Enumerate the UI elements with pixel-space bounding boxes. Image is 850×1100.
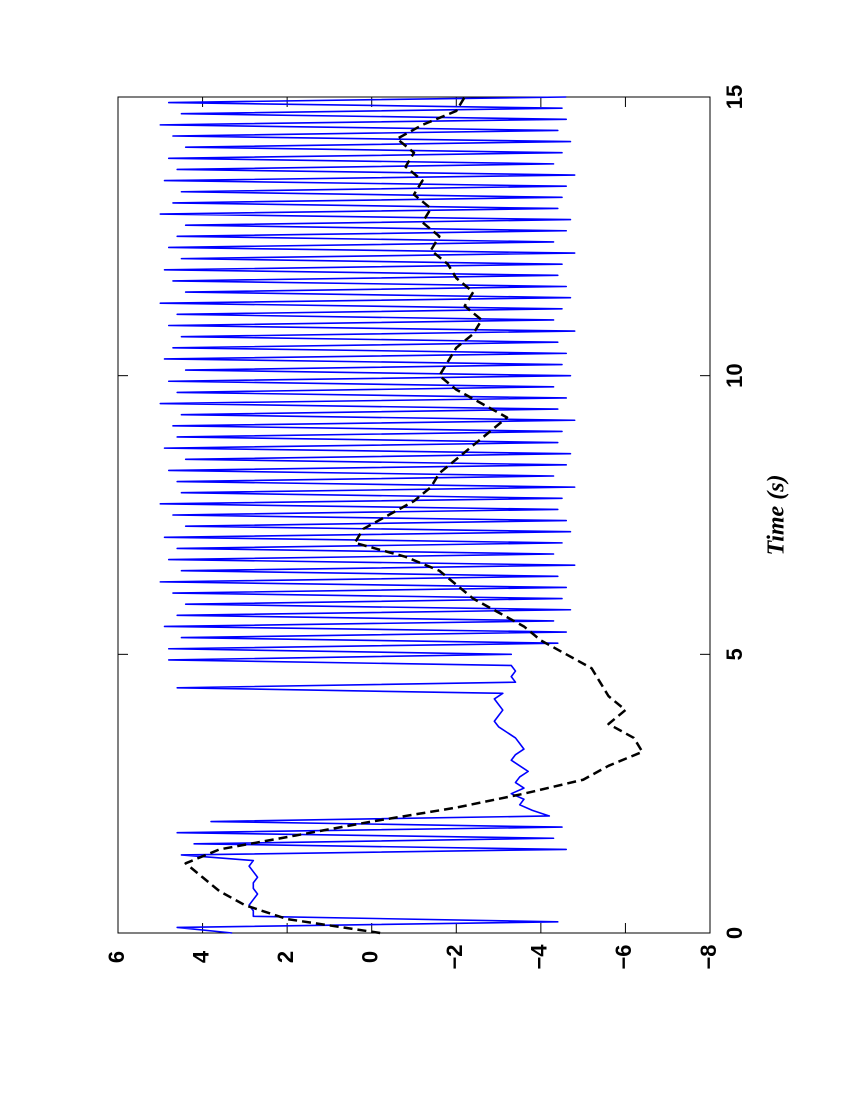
x-tick-label: 0 <box>722 927 747 939</box>
y-tick-label: 2 <box>273 951 298 963</box>
x-tick-label: 15 <box>722 85 747 109</box>
data-line <box>184 96 644 935</box>
y-tick-label: −2 <box>442 944 467 969</box>
y-tick-label: −4 <box>527 944 552 970</box>
plot-frame <box>117 96 711 934</box>
x-tick-label: 5 <box>722 648 747 660</box>
data-line <box>159 96 576 934</box>
y-tick-label: 4 <box>188 950 213 963</box>
x-tick-label: 10 <box>722 363 747 387</box>
x-axis-label: Time (s) <box>764 474 790 555</box>
y-tick-label: 0 <box>358 951 383 963</box>
y-tick-label: −8 <box>696 944 721 969</box>
y-tick-label: −6 <box>611 944 636 969</box>
y-tick-label: 6 <box>104 951 129 963</box>
